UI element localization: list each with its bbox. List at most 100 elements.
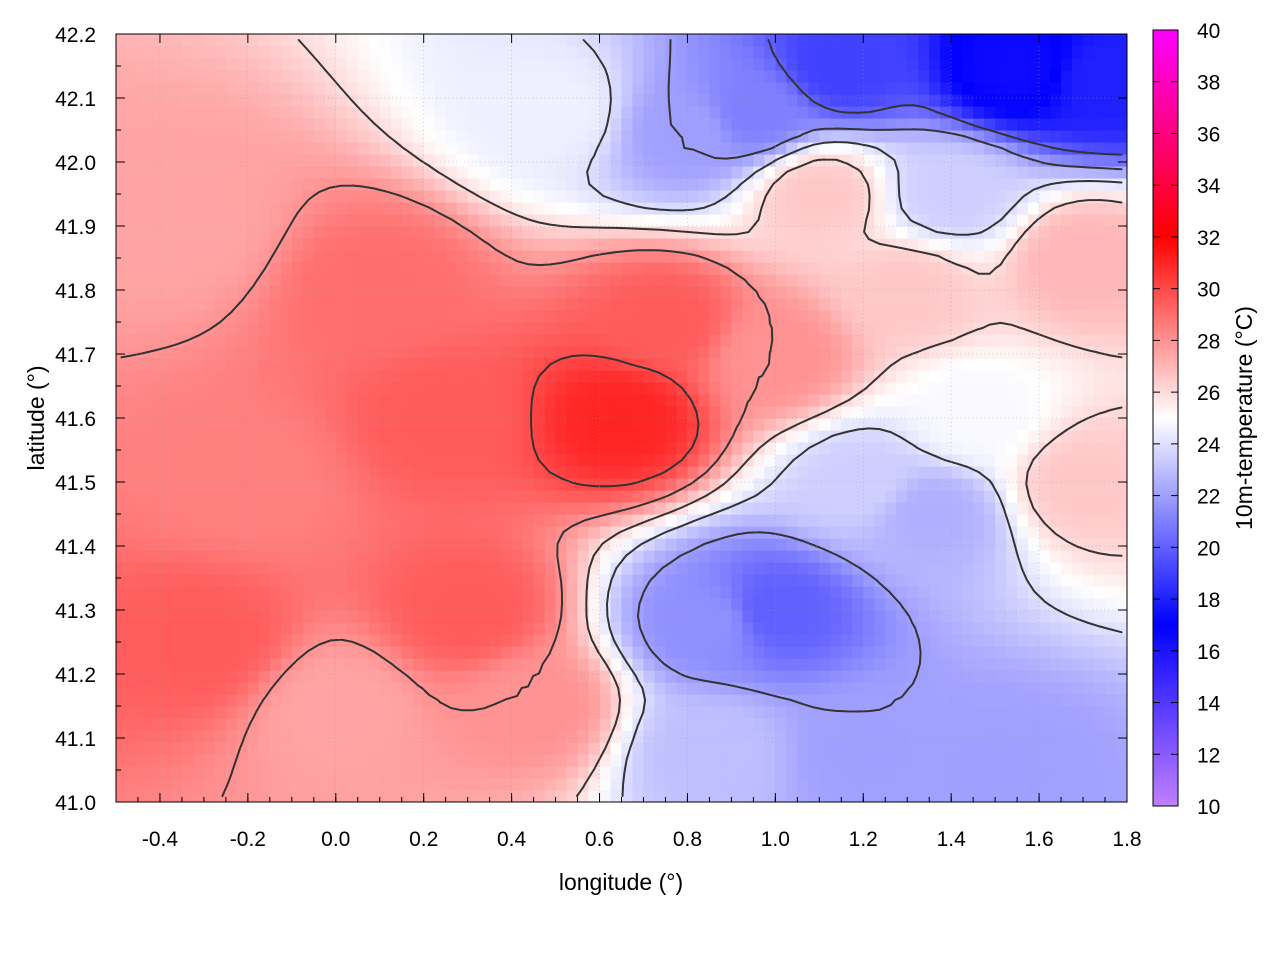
- heatmap-cell: [302, 178, 315, 191]
- heatmap-cell: [995, 766, 1007, 779]
- heatmap-cell: [940, 730, 952, 743]
- heatmap-cell: [1105, 322, 1117, 335]
- heatmap-cell: [566, 742, 579, 755]
- heatmap-cell: [797, 754, 809, 767]
- heatmap-cell: [181, 742, 194, 755]
- heatmap-cell: [1116, 790, 1127, 802]
- heatmap-cell: [764, 718, 776, 731]
- heatmap-cell: [1017, 202, 1029, 215]
- heatmap-cell: [709, 562, 721, 575]
- heatmap-cell: [1050, 478, 1062, 491]
- heatmap-cell: [775, 334, 787, 347]
- heatmap-cell: [489, 766, 502, 779]
- heatmap-cell: [995, 730, 1007, 743]
- heatmap-cell: [116, 538, 128, 551]
- heatmap-cell: [478, 634, 491, 647]
- heatmap-cell: [291, 442, 304, 455]
- heatmap-cell: [302, 190, 315, 203]
- heatmap-cell: [962, 694, 974, 707]
- heatmap-cell: [126, 538, 139, 551]
- heatmap-cell: [390, 310, 403, 323]
- heatmap-cell: [665, 562, 678, 575]
- heatmap-cell: [269, 298, 282, 311]
- heatmap-cell: [709, 418, 721, 431]
- heatmap-cell: [1061, 622, 1073, 635]
- heatmap-cell: [577, 586, 590, 599]
- heatmap-cell: [610, 646, 623, 659]
- heatmap-cell: [247, 322, 260, 335]
- heatmap-cell: [709, 502, 721, 515]
- heatmap-cell: [797, 646, 809, 659]
- heatmap-cell: [434, 442, 447, 455]
- heatmap-cell: [632, 238, 645, 251]
- heatmap-cell: [236, 418, 249, 431]
- heatmap-cell: [1094, 514, 1106, 527]
- heatmap-cell: [709, 406, 721, 419]
- heatmap-cell: [566, 154, 579, 167]
- heatmap-cell: [247, 418, 260, 431]
- heatmap-cell: [489, 574, 502, 587]
- heatmap-cell: [863, 538, 875, 551]
- heatmap-cell: [709, 610, 721, 623]
- heatmap-cell: [643, 670, 656, 683]
- heatmap-cell: [951, 358, 963, 371]
- heatmap-cell: [984, 502, 996, 515]
- heatmap-cell: [170, 526, 183, 539]
- heatmap-cell: [467, 418, 480, 431]
- heatmap-cell: [203, 706, 216, 719]
- heatmap-cell: [984, 406, 996, 419]
- heatmap-cell: [423, 286, 436, 299]
- heatmap-cell: [423, 430, 436, 443]
- heatmap-cell: [159, 646, 172, 659]
- heatmap-cell: [753, 790, 765, 802]
- heatmap-cell: [489, 694, 502, 707]
- heatmap-cell: [676, 586, 689, 599]
- heatmap-cell: [522, 598, 535, 611]
- heatmap-cell: [379, 310, 392, 323]
- heatmap-cell: [687, 286, 700, 299]
- heatmap-cell: [995, 478, 1007, 491]
- heatmap-cell: [555, 418, 568, 431]
- heatmap-cell: [808, 178, 820, 191]
- heatmap-cell: [148, 718, 161, 731]
- heatmap-cell: [313, 526, 326, 539]
- heatmap-cell: [841, 262, 853, 275]
- heatmap-cell: [577, 538, 590, 551]
- heatmap-cell: [236, 490, 249, 503]
- heatmap-cell: [797, 166, 809, 179]
- heatmap-cell: [544, 754, 557, 767]
- heatmap-cell: [126, 214, 139, 227]
- heatmap-cell: [654, 670, 667, 683]
- heatmap-cell: [489, 478, 502, 491]
- heatmap-cell: [588, 214, 601, 227]
- heatmap-cell: [984, 706, 996, 719]
- heatmap-cell: [412, 562, 425, 575]
- heatmap-cell: [1105, 358, 1117, 371]
- heatmap-cell: [456, 658, 469, 671]
- heatmap-cell: [940, 406, 952, 419]
- heatmap-cell: [1061, 298, 1073, 311]
- heatmap-field: [116, 34, 1127, 802]
- heatmap-cell: [742, 598, 754, 611]
- heatmap-cell: [940, 370, 952, 383]
- heatmap-cell: [280, 394, 293, 407]
- heatmap-cell: [1006, 454, 1018, 467]
- heatmap-cell: [819, 598, 831, 611]
- heatmap-cell: [137, 226, 150, 239]
- heatmap-cell: [379, 742, 392, 755]
- heatmap-cell: [412, 190, 425, 203]
- heatmap-cell: [1028, 310, 1040, 323]
- heatmap-cell: [951, 478, 963, 491]
- heatmap-cell: [1061, 214, 1073, 227]
- heatmap-cell: [500, 442, 513, 455]
- heatmap-cell: [434, 730, 447, 743]
- heatmap-cell: [687, 670, 700, 683]
- heatmap-cell: [522, 586, 535, 599]
- heatmap-cell: [731, 358, 743, 371]
- heatmap-cell: [203, 442, 216, 455]
- heatmap-cell: [1050, 682, 1062, 695]
- heatmap-cell: [500, 154, 513, 167]
- heatmap-cell: [357, 250, 370, 263]
- heatmap-cell: [489, 286, 502, 299]
- heatmap-cell: [775, 790, 787, 802]
